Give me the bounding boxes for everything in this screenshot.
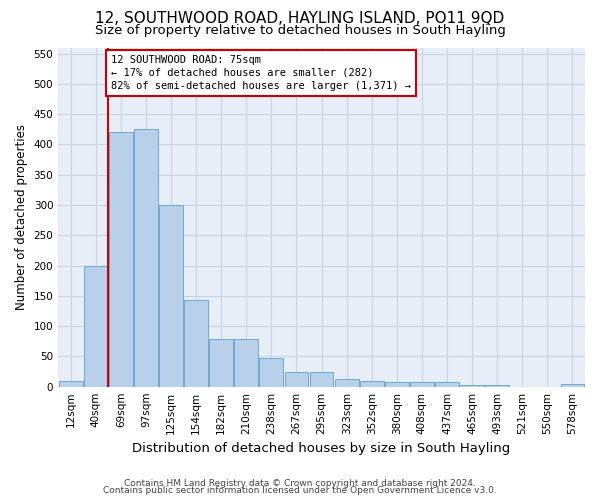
Bar [134, 130, 158, 386]
Y-axis label: Number of detached properties: Number of detached properties [15, 124, 28, 310]
Bar [435, 382, 459, 386]
Bar [560, 384, 584, 386]
Bar [159, 205, 183, 386]
Bar [209, 340, 233, 386]
Bar [235, 340, 258, 386]
Text: Contains HM Land Registry data © Crown copyright and database right 2024.: Contains HM Land Registry data © Crown c… [124, 478, 476, 488]
Bar [84, 266, 108, 386]
Text: 12 SOUTHWOOD ROAD: 75sqm
← 17% of detached houses are smaller (282)
82% of semi-: 12 SOUTHWOOD ROAD: 75sqm ← 17% of detach… [111, 55, 411, 91]
Bar [335, 380, 359, 386]
Bar [410, 382, 434, 386]
Bar [460, 385, 484, 386]
Bar [284, 372, 308, 386]
Bar [310, 372, 334, 386]
Bar [59, 380, 83, 386]
Bar [184, 300, 208, 386]
Bar [109, 132, 133, 386]
Bar [485, 385, 509, 386]
Text: Contains public sector information licensed under the Open Government Licence v3: Contains public sector information licen… [103, 486, 497, 495]
Bar [360, 380, 383, 386]
Text: Size of property relative to detached houses in South Hayling: Size of property relative to detached ho… [95, 24, 505, 37]
X-axis label: Distribution of detached houses by size in South Hayling: Distribution of detached houses by size … [133, 442, 511, 455]
Bar [385, 382, 409, 386]
Bar [259, 358, 283, 386]
Text: 12, SOUTHWOOD ROAD, HAYLING ISLAND, PO11 9QD: 12, SOUTHWOOD ROAD, HAYLING ISLAND, PO11… [95, 11, 505, 26]
